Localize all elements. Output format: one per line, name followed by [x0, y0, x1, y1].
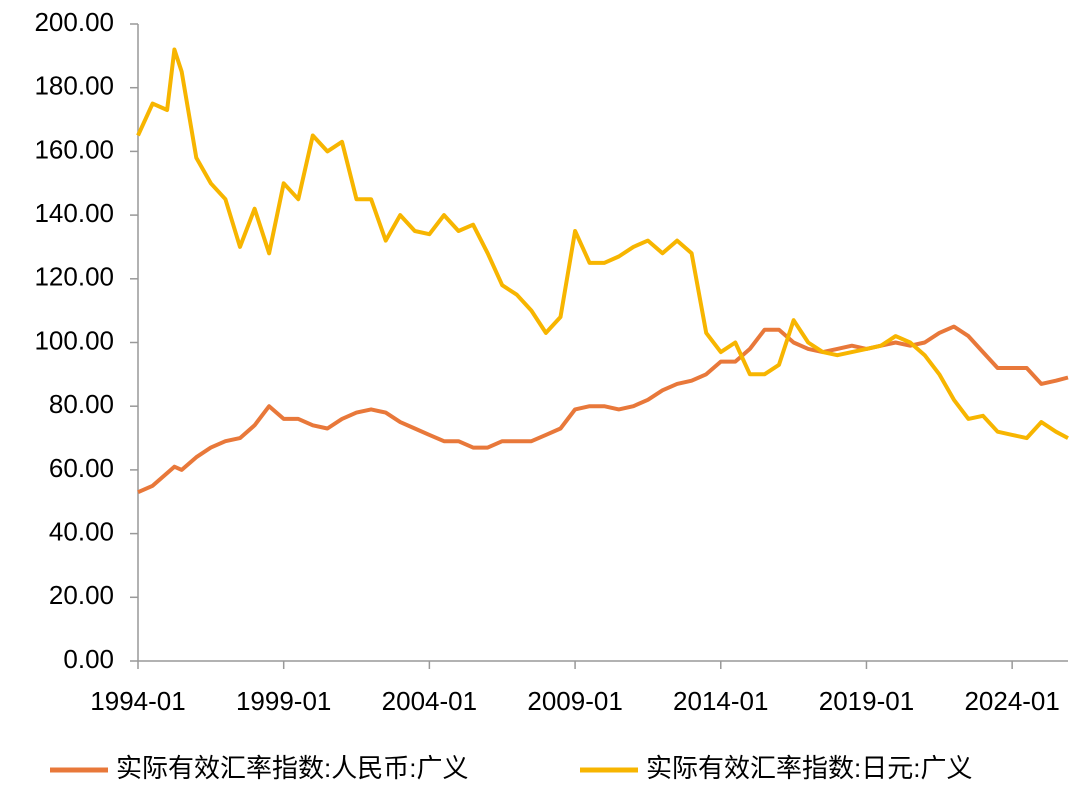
- legend-label: 实际有效汇率指数:人民币:广义: [116, 753, 468, 783]
- x-tick-label: 1994-01: [90, 686, 185, 716]
- y-tick-label: 120.00: [34, 262, 114, 292]
- y-tick-label: 160.00: [34, 134, 114, 164]
- y-tick-label: 200.00: [34, 7, 114, 37]
- series-line: [136, 47, 1069, 441]
- x-tick-label: 2004-01: [382, 686, 477, 716]
- y-tick-label: 140.00: [34, 198, 114, 228]
- x-tick-label: 2009-01: [527, 686, 622, 716]
- y-tick-label: 40.00: [49, 516, 114, 546]
- y-tick-label: 80.00: [49, 389, 114, 419]
- x-tick-label: 2014-01: [673, 686, 768, 716]
- x-tick-label: 1999-01: [236, 686, 331, 716]
- y-tick-label: 60.00: [49, 453, 114, 483]
- y-tick-label: 100.00: [34, 325, 114, 355]
- x-tick-label: 2019-01: [819, 686, 914, 716]
- series-line: [137, 324, 1069, 495]
- legend-label: 实际有效汇率指数:日元:广义: [646, 753, 972, 783]
- y-tick-label: 0.00: [63, 644, 114, 674]
- x-tick-label: 2024-01: [964, 686, 1059, 716]
- y-tick-label: 180.00: [34, 71, 114, 101]
- y-tick-label: 20.00: [49, 580, 114, 610]
